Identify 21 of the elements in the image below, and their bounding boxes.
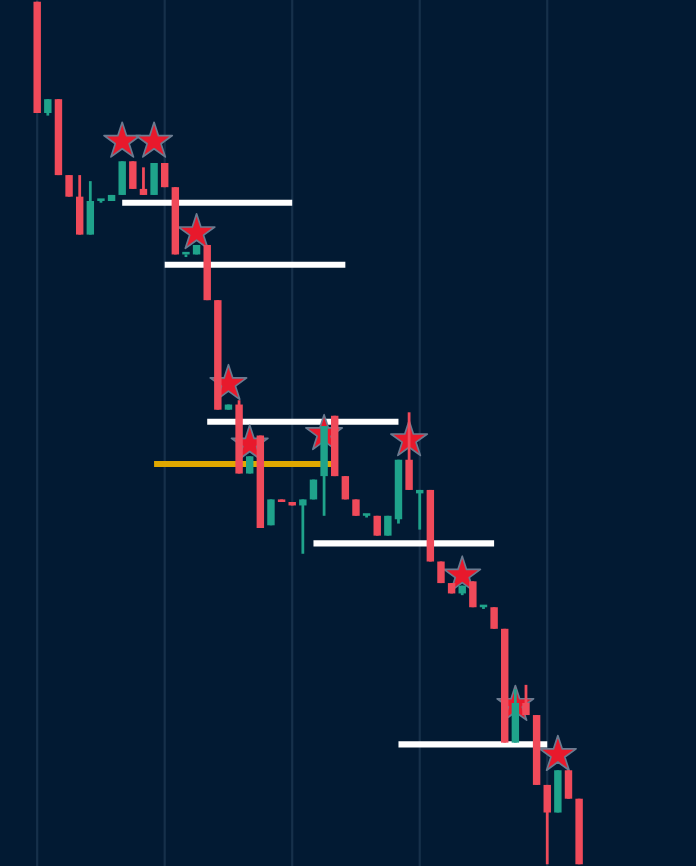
candlestick [129,159,137,191]
candlestick [543,783,551,866]
point [103,121,142,158]
point [538,734,577,772]
candlestick [511,687,520,745]
candlestick [554,768,562,814]
candlestick [65,173,73,199]
candlestick [139,165,148,197]
candlestick [299,498,307,556]
candlestick [469,579,477,609]
candlestick [75,173,84,236]
candlestick [160,161,169,189]
point [135,121,174,158]
candlestick [490,605,498,631]
point [177,212,216,250]
candlestick [405,410,413,492]
candlestick [86,179,95,236]
candlestick [564,768,573,801]
candlestick [267,498,275,527]
candlestick [522,683,530,717]
candlestick [118,159,126,197]
